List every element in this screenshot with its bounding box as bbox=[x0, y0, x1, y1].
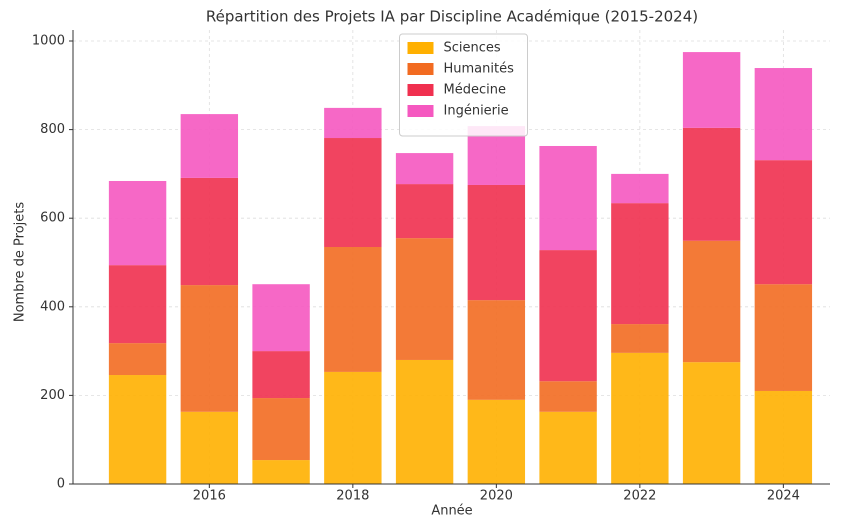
chart-title: Répartition des Projets IA par Disciplin… bbox=[206, 8, 698, 26]
bar-segment bbox=[611, 173, 669, 204]
bar-segment bbox=[252, 284, 310, 352]
x-tick-label: 2024 bbox=[767, 489, 800, 504]
bar-segment bbox=[611, 352, 669, 484]
y-axis-label: Nombre de Projets bbox=[13, 202, 28, 322]
legend-label: Sciences bbox=[444, 41, 501, 56]
x-tick-label: 2020 bbox=[480, 489, 513, 504]
x-tick-label: 2016 bbox=[193, 489, 226, 504]
bar-segment bbox=[108, 375, 167, 484]
legend: Sciences Humanités Médecine Ingénierie bbox=[399, 33, 528, 137]
bar-segment bbox=[108, 343, 167, 376]
bar-segment bbox=[180, 114, 239, 178]
bar-segment bbox=[754, 160, 813, 285]
bar-segment bbox=[611, 203, 669, 325]
bar-segment bbox=[395, 238, 454, 360]
legend-label: Ingénierie bbox=[444, 104, 509, 119]
bar-segment bbox=[252, 460, 310, 484]
bar-segment bbox=[754, 68, 813, 161]
bar-segment bbox=[108, 180, 167, 266]
x-tick-label: 2018 bbox=[336, 489, 369, 504]
y-tick-label: 800 bbox=[40, 122, 65, 137]
bar-segment bbox=[395, 153, 454, 185]
legend-swatch bbox=[407, 63, 434, 75]
bar-segment bbox=[754, 284, 813, 391]
bar-segment bbox=[180, 177, 239, 286]
bar-segment bbox=[467, 300, 526, 400]
x-axis-label: Année bbox=[431, 504, 472, 519]
legend-swatch bbox=[407, 105, 434, 117]
bar-segment bbox=[324, 246, 382, 372]
bar-segment bbox=[539, 145, 597, 251]
bar-segment bbox=[539, 411, 597, 484]
legend-swatch bbox=[407, 84, 434, 96]
bar-segment bbox=[395, 184, 454, 239]
legend-label: Médecine bbox=[444, 83, 506, 98]
bar-segment bbox=[467, 399, 526, 484]
legend-swatch bbox=[407, 42, 434, 54]
bar-segment bbox=[682, 362, 741, 484]
bar-segment bbox=[611, 324, 669, 353]
bar-segment bbox=[108, 265, 167, 344]
bar-segment bbox=[180, 285, 239, 412]
legend-label: Humanités bbox=[444, 62, 515, 77]
bar-segment bbox=[682, 240, 741, 363]
y-tick-label: 1000 bbox=[32, 34, 65, 49]
bar-segment bbox=[754, 390, 813, 484]
bar-segment bbox=[180, 411, 239, 484]
x-tick-label: 2022 bbox=[623, 489, 656, 504]
bar-segment bbox=[682, 52, 741, 128]
bar-segment bbox=[252, 398, 310, 461]
y-tick-label: 400 bbox=[40, 299, 65, 314]
y-tick-label: 200 bbox=[40, 388, 65, 403]
bar-segment bbox=[324, 107, 382, 139]
y-tick-label: 0 bbox=[57, 477, 65, 492]
bar-segment bbox=[467, 184, 526, 301]
bar-segment bbox=[324, 138, 382, 247]
bar-segment bbox=[539, 381, 597, 412]
bar-segment bbox=[682, 127, 741, 241]
bar-segment bbox=[395, 359, 454, 484]
bar-segment bbox=[252, 351, 310, 399]
y-tick-label: 600 bbox=[40, 211, 65, 226]
bar-segment bbox=[324, 371, 382, 484]
bar-segment bbox=[539, 250, 597, 382]
